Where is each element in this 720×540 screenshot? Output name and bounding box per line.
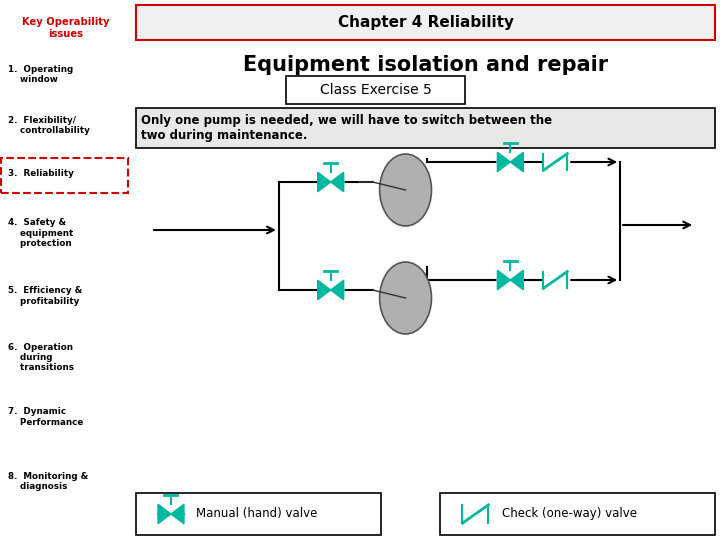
Text: Chapter 4 Reliability: Chapter 4 Reliability <box>338 16 513 30</box>
Polygon shape <box>510 152 523 172</box>
Polygon shape <box>318 280 330 300</box>
Polygon shape <box>330 172 343 192</box>
Text: 7.  Dynamic
    Performance: 7. Dynamic Performance <box>8 407 83 427</box>
Text: Equipment isolation and repair: Equipment isolation and repair <box>243 55 608 75</box>
Ellipse shape <box>379 154 431 226</box>
FancyBboxPatch shape <box>136 108 715 148</box>
Text: 3.  Reliability: 3. Reliability <box>8 170 73 178</box>
Text: Manual (hand) valve: Manual (hand) valve <box>196 508 318 521</box>
Polygon shape <box>158 504 171 524</box>
Text: 1.  Operating
    window: 1. Operating window <box>8 65 73 84</box>
Text: Only one pump is needed, we will have to switch between the
two during maintenan: Only one pump is needed, we will have to… <box>141 114 552 142</box>
FancyBboxPatch shape <box>441 493 715 535</box>
Polygon shape <box>318 172 330 192</box>
Polygon shape <box>498 152 510 172</box>
Polygon shape <box>498 270 510 290</box>
FancyBboxPatch shape <box>136 493 381 535</box>
Text: 5.  Efficiency &
    profitability: 5. Efficiency & profitability <box>8 286 82 306</box>
Text: Key Operability
issues: Key Operability issues <box>22 17 109 39</box>
Text: 2.  Flexibility/
    controllability: 2. Flexibility/ controllability <box>8 116 90 135</box>
Text: 4.  Safety &
    equipment
    protection: 4. Safety & equipment protection <box>8 218 73 248</box>
FancyBboxPatch shape <box>136 5 715 40</box>
Text: Check (one-way) valve: Check (one-way) valve <box>503 508 637 521</box>
Text: 8.  Monitoring &
    diagnosis: 8. Monitoring & diagnosis <box>8 472 88 491</box>
Ellipse shape <box>379 262 431 334</box>
Text: 6.  Operation
    during
    transitions: 6. Operation during transitions <box>8 342 74 373</box>
Polygon shape <box>171 504 184 524</box>
Text: Class Exercise 5: Class Exercise 5 <box>320 83 431 97</box>
Polygon shape <box>510 270 523 290</box>
FancyBboxPatch shape <box>286 76 465 104</box>
Polygon shape <box>330 280 343 300</box>
